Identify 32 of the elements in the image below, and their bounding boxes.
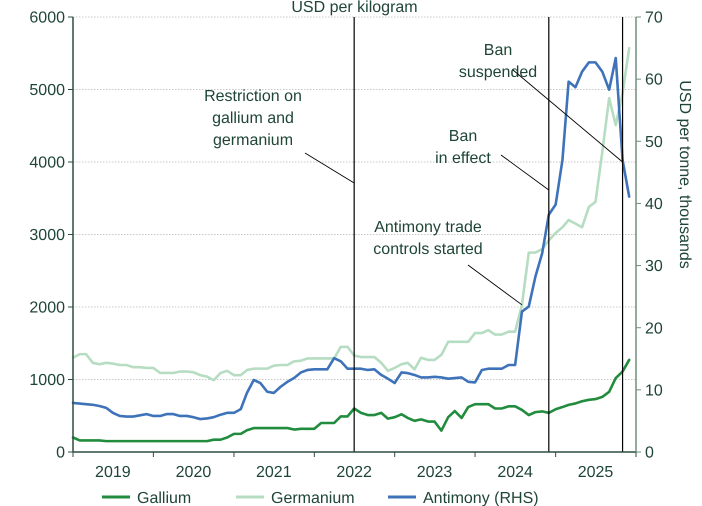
annotation: Antimony trade controls started: [373, 219, 483, 258]
y2-tick-label: 30: [645, 258, 663, 276]
x-tick-label: 2022: [336, 464, 372, 481]
x-tick-label: 2023: [416, 464, 452, 481]
y-tick-label: 4000: [29, 154, 66, 172]
y-tick-label: 6000: [29, 10, 66, 27]
y2-tick-label: 70: [645, 10, 663, 27]
chart-title: USD per kilogram: [291, 0, 418, 16]
y2-tick-label: 0: [645, 444, 654, 462]
line-series: [72, 358, 630, 442]
x-tick-label: 2025: [578, 464, 614, 481]
x-tick-label: 2021: [256, 464, 292, 481]
y-tick-label: 1000: [29, 372, 66, 390]
y2-tick-label: 60: [645, 72, 663, 89]
ref-line-label: Ban suspended: [458, 42, 538, 81]
y-tick-label: 3000: [29, 227, 66, 244]
y2-tick-label: 10: [645, 382, 663, 400]
legend-label: Gallium: [137, 490, 192, 506]
y-tick-label: 5000: [29, 82, 66, 100]
legend-label: Antimony (RHS): [423, 490, 539, 506]
ref-line-label: Ban in effect: [435, 128, 492, 167]
y2-tick-label: 20: [645, 320, 663, 338]
legend-label: Germanium: [271, 490, 355, 506]
x-tick-label: 2024: [497, 464, 534, 481]
y-tick-label: 2000: [29, 300, 66, 317]
y2-axis-title: USD per tonne, thousands: [676, 80, 693, 269]
y2-tick-label: 50: [645, 134, 663, 151]
x-tick-label: 2019: [95, 464, 131, 481]
y2-tick-label: 40: [645, 196, 663, 214]
y-tick-label: 0: [56, 444, 66, 462]
ref-line-label: Restriction on gallium and germanium: [204, 88, 302, 149]
x-tick-label: 2020: [176, 464, 212, 481]
